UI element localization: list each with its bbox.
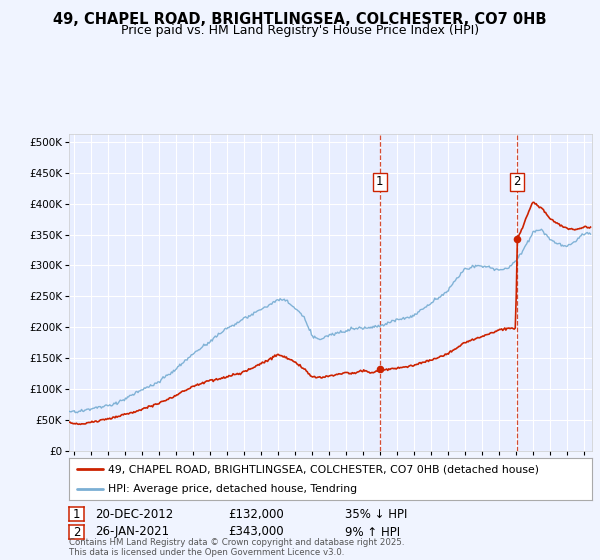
Text: 2: 2 xyxy=(73,526,80,539)
Text: £132,000: £132,000 xyxy=(228,507,284,521)
Text: 1: 1 xyxy=(376,175,383,189)
Text: 26-JAN-2021: 26-JAN-2021 xyxy=(95,525,169,539)
Text: 2: 2 xyxy=(514,175,521,189)
Text: 1: 1 xyxy=(73,508,80,521)
Text: HPI: Average price, detached house, Tendring: HPI: Average price, detached house, Tend… xyxy=(108,484,358,494)
Text: 9% ↑ HPI: 9% ↑ HPI xyxy=(345,525,400,539)
Text: 35% ↓ HPI: 35% ↓ HPI xyxy=(345,507,407,521)
Text: 49, CHAPEL ROAD, BRIGHTLINGSEA, COLCHESTER, CO7 0HB: 49, CHAPEL ROAD, BRIGHTLINGSEA, COLCHEST… xyxy=(53,12,547,27)
Text: Price paid vs. HM Land Registry's House Price Index (HPI): Price paid vs. HM Land Registry's House … xyxy=(121,24,479,36)
Text: 49, CHAPEL ROAD, BRIGHTLINGSEA, COLCHESTER, CO7 0HB (detached house): 49, CHAPEL ROAD, BRIGHTLINGSEA, COLCHEST… xyxy=(108,464,539,474)
Text: Contains HM Land Registry data © Crown copyright and database right 2025.
This d: Contains HM Land Registry data © Crown c… xyxy=(69,538,404,557)
Text: £343,000: £343,000 xyxy=(228,525,284,539)
Text: 20-DEC-2012: 20-DEC-2012 xyxy=(95,507,173,521)
